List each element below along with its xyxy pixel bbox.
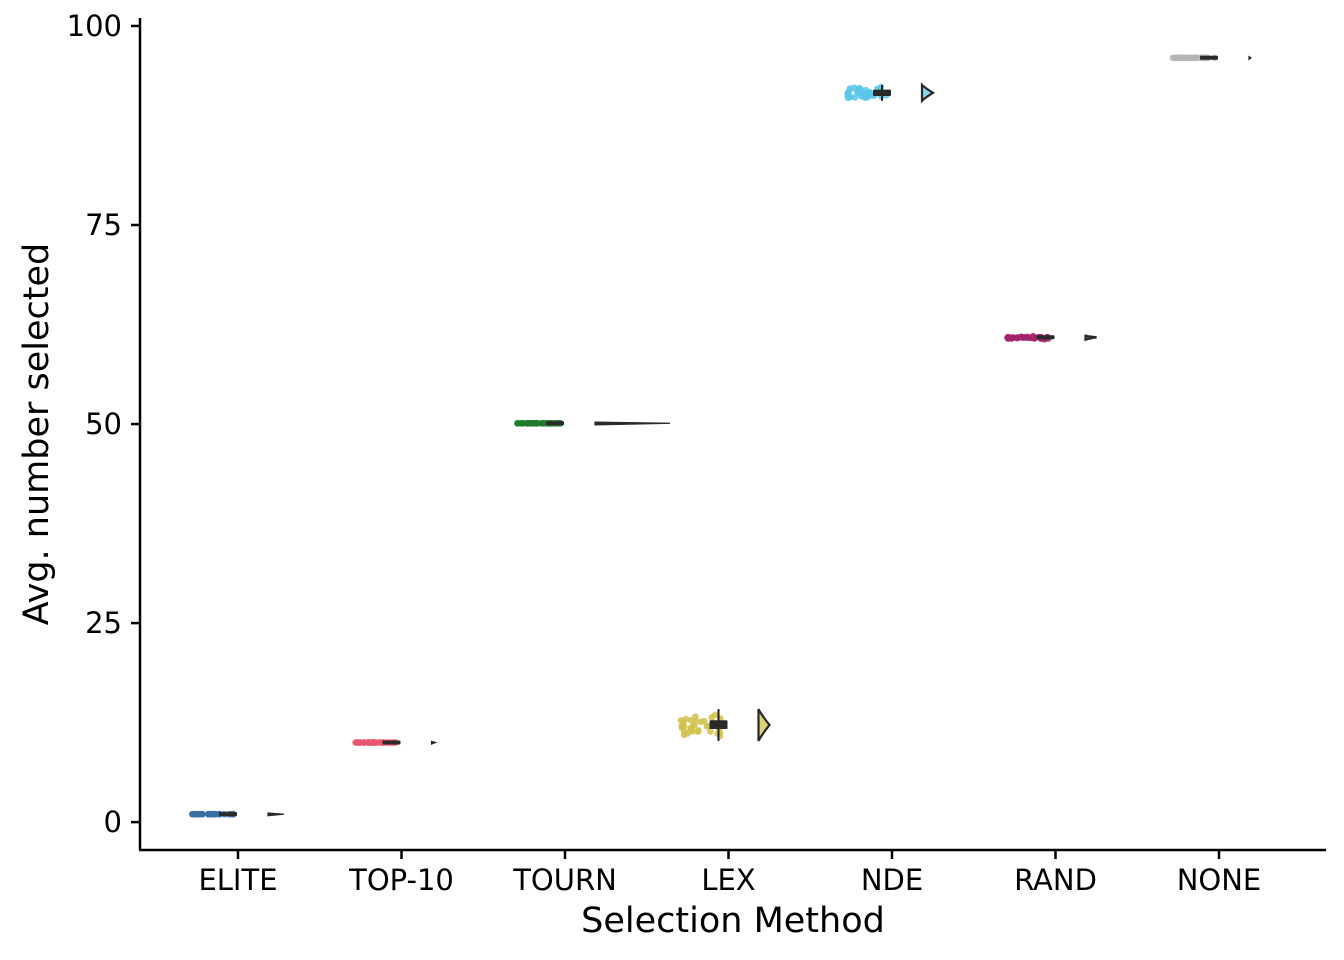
data-point — [534, 420, 541, 427]
violin — [430, 740, 438, 746]
x-tick-label: RAND — [1014, 863, 1097, 897]
data-point — [697, 718, 705, 726]
x-axis-title: Selection Method — [581, 901, 885, 941]
y-tick-label: 50 — [85, 407, 122, 441]
data-point — [1029, 332, 1037, 340]
x-axis-ticks: ELITE TOP-10 TOURN LEX NDE RAND NONE — [198, 850, 1261, 897]
series-nde — [844, 82, 936, 104]
data-point — [199, 810, 206, 818]
series-elite — [188, 810, 285, 818]
violin — [267, 812, 285, 817]
data-point — [1189, 54, 1196, 62]
y-tick-label: 25 — [85, 606, 122, 640]
series-tourn — [514, 420, 671, 427]
data-point — [707, 728, 714, 735]
data-point — [519, 420, 526, 427]
series-rand — [1004, 332, 1097, 343]
data-point — [679, 719, 687, 726]
data-point — [694, 728, 702, 735]
x-tick-label: LEX — [701, 863, 755, 897]
box — [873, 89, 891, 97]
violin — [920, 82, 936, 104]
violin — [757, 708, 771, 742]
y-axis-title: Avg. number selected — [17, 243, 57, 626]
violin — [1248, 55, 1253, 61]
x-tick-label: NONE — [1177, 863, 1262, 897]
data-point — [1182, 54, 1190, 62]
violin — [1084, 334, 1097, 342]
data-point — [194, 810, 201, 818]
box — [1200, 55, 1218, 60]
data-point — [1018, 333, 1025, 341]
data-point — [862, 86, 870, 94]
box — [709, 720, 728, 729]
x-tick-label: TOURN — [512, 863, 617, 897]
data-point — [711, 711, 719, 719]
y-tick-label: 100 — [67, 9, 122, 43]
box — [219, 812, 237, 817]
plot-area — [188, 54, 1253, 818]
data-point — [205, 810, 212, 818]
data-point — [539, 420, 547, 427]
series-none — [1169, 54, 1253, 62]
box — [382, 740, 401, 745]
data-point — [369, 739, 377, 746]
series-lex — [677, 708, 771, 742]
box — [546, 421, 564, 426]
data-point — [352, 739, 359, 746]
data-point — [1175, 54, 1183, 62]
data-point — [860, 93, 868, 101]
x-tick-label: NDE — [861, 863, 923, 897]
series-top-10 — [352, 739, 438, 746]
box — [1036, 335, 1055, 340]
data-point — [687, 716, 694, 724]
data-point — [364, 739, 372, 746]
data-point — [210, 810, 218, 818]
y-tick-label: 75 — [85, 208, 122, 242]
x-tick-label: TOP-10 — [348, 863, 454, 897]
x-tick-label: ELITE — [198, 863, 277, 897]
violin — [594, 421, 671, 426]
data-point — [853, 88, 861, 96]
data-point — [692, 717, 699, 725]
y-axis-ticks: 0 25 50 75 100 — [67, 9, 140, 839]
y-tick-label: 0 — [104, 805, 122, 839]
data-point — [703, 722, 711, 730]
data-point — [847, 93, 854, 100]
data-point — [680, 728, 688, 735]
